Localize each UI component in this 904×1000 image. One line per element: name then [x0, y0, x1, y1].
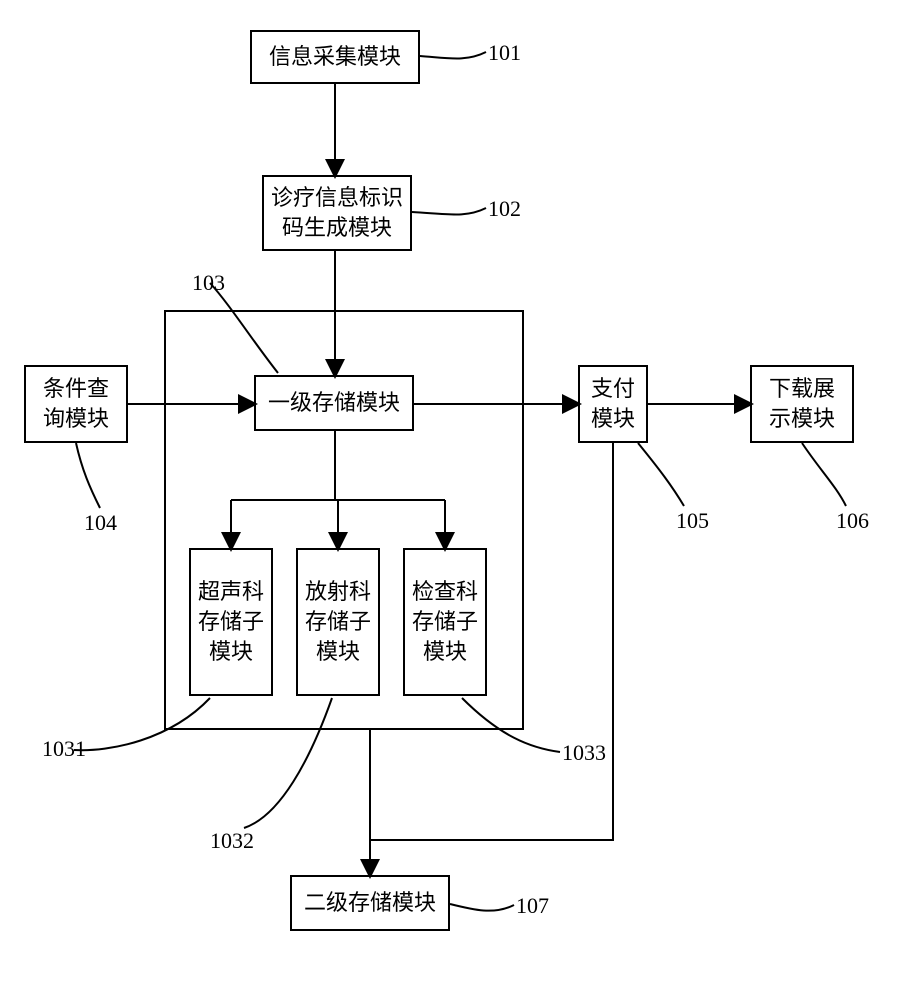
- label-102: 102: [488, 196, 521, 222]
- label-103: 103: [192, 270, 225, 296]
- label-101: 101: [488, 40, 521, 66]
- node-107-secondary-storage: 二级存储模块: [290, 875, 450, 931]
- node-105-payment: 支付模块: [578, 365, 648, 443]
- label-1033: 1033: [562, 740, 606, 766]
- node-1033-exam-storage: 检查科存储子模块: [403, 548, 487, 696]
- node-1032-radiology-storage: 放射科存储子模块: [296, 548, 380, 696]
- node-104-query: 条件查询模块: [24, 365, 128, 443]
- label-106: 106: [836, 508, 869, 534]
- node-1031-ultrasound-storage: 超声科存储子模块: [189, 548, 273, 696]
- node-101-info-collect: 信息采集模块: [250, 30, 420, 84]
- label-1031: 1031: [42, 736, 86, 762]
- label-1032: 1032: [210, 828, 254, 854]
- node-106-download-display: 下载展示模块: [750, 365, 854, 443]
- label-104: 104: [84, 510, 117, 536]
- label-105: 105: [676, 508, 709, 534]
- node-103-primary-storage: 一级存储模块: [254, 375, 414, 431]
- label-107: 107: [516, 893, 549, 919]
- node-102-code-gen: 诊疗信息标识码生成模块: [262, 175, 412, 251]
